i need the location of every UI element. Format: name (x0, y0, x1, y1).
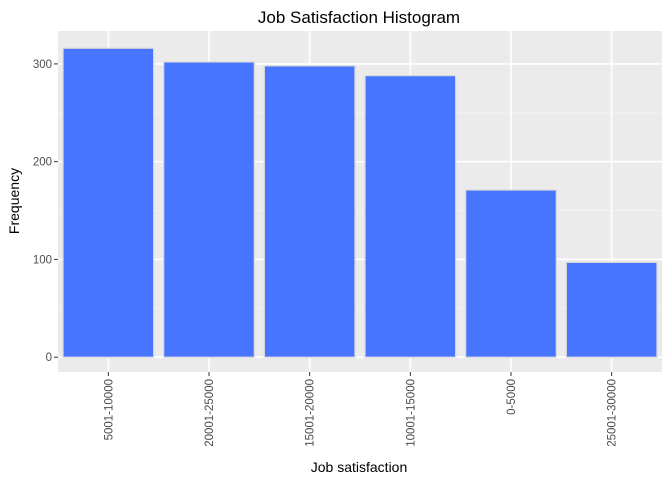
y-axis: 0 100 200 300 (33, 59, 58, 364)
bar-25001-30000 (565, 261, 658, 358)
x-tick-label-5: 25001-30000 (607, 379, 619, 447)
bar-0-5000 (465, 189, 557, 358)
y-axis-title: Frequency (6, 168, 22, 234)
x-tick-label-1: 20001-25000 (204, 379, 216, 447)
grid-minor (58, 112, 662, 309)
chart-title: Job Satisfaction Histogram (258, 8, 460, 27)
bar-5001-10000 (62, 47, 155, 358)
y-tick-label-0: 0 (46, 352, 52, 364)
plot-panel (58, 31, 662, 372)
y-tick-label-2: 200 (33, 157, 52, 169)
bar-20001-25000 (163, 61, 255, 358)
x-tick-label-0: 5001-10000 (103, 379, 115, 440)
x-tick-label-2: 15001-20000 (305, 379, 317, 447)
x-tick-label-4: 0-5000 (506, 379, 518, 415)
y-tick-label-1: 100 (33, 254, 52, 266)
y-tick-label-3: 300 (33, 59, 52, 71)
bar-15001-20000 (263, 65, 356, 358)
x-tick-label-3: 10001-15000 (405, 379, 417, 447)
bars (62, 47, 658, 358)
x-axis-title: Job satisfaction (311, 459, 408, 475)
x-axis: 5001-10000 20001-25000 15001-20000 10001-15… (103, 372, 619, 447)
bar-10001-15000 (364, 75, 457, 358)
